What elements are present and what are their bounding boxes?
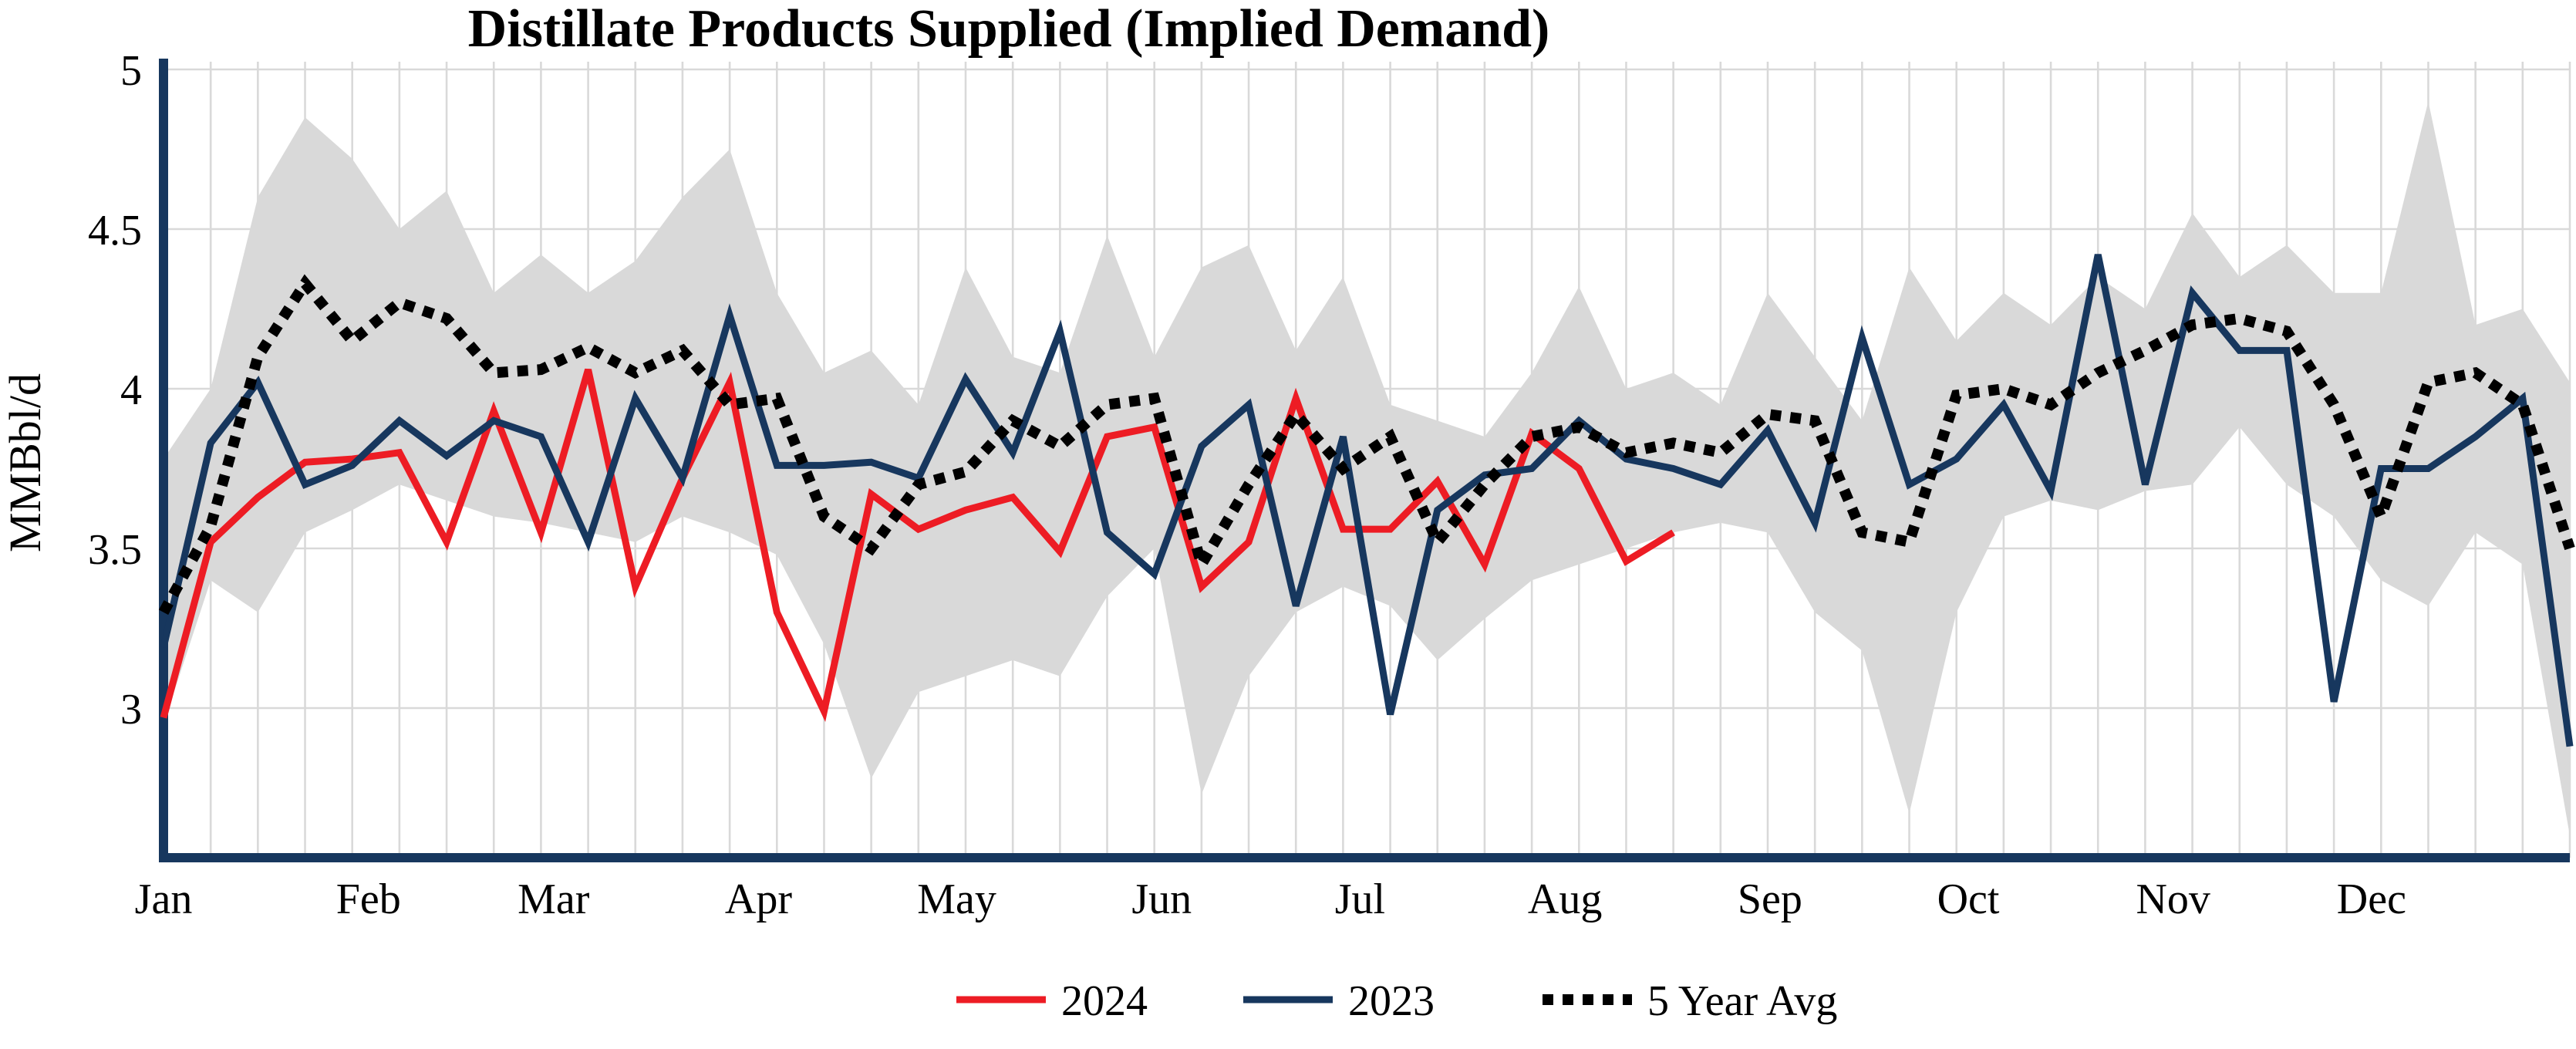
series-line-5-year-avg xyxy=(158,274,2575,616)
x-tick-label-apr: Apr xyxy=(725,875,792,923)
series-lines xyxy=(158,254,2575,747)
x-tick-label-oct: Oct xyxy=(1937,875,2000,923)
y-axis-title: MMBbl/d xyxy=(0,373,50,552)
x-tick-label-feb: Feb xyxy=(336,875,401,923)
chart-title: Distillate Products Supplied (Implied De… xyxy=(468,0,1550,59)
x-tick-label-nov: Nov xyxy=(2136,875,2210,923)
x-tick-label-jul: Jul xyxy=(1335,875,1385,923)
legend-label-2024: 2024 xyxy=(1061,977,1148,1025)
x-tick-label-sep: Sep xyxy=(1738,875,1802,923)
y-tick-label: 3.5 xyxy=(88,526,142,574)
y-tick-label: 4.5 xyxy=(88,207,142,255)
y-tick-label: 5 xyxy=(120,47,142,95)
five-year-range-band-layer xyxy=(164,101,2570,836)
legend-label-5-year-avg: 5 Year Avg xyxy=(1647,977,1837,1025)
x-tick-label-may: May xyxy=(917,875,996,923)
x-tick-label-mar: Mar xyxy=(518,875,590,923)
y-tick-label: 4 xyxy=(120,366,142,414)
axis-tick-labels: 3 3.5 4 4.5 5 Jan Feb Mar Apr May Jun Jul Aug Sep Oct N… xyxy=(88,47,2406,923)
x-tick-label-aug: Aug xyxy=(1528,875,1602,923)
series-line-2023 xyxy=(160,254,2574,747)
x-tick-label-dec: Dec xyxy=(2337,875,2406,923)
x-tick-label-jun: Jun xyxy=(1131,875,1192,923)
series-line-2024 xyxy=(160,368,1675,722)
five-year-range-band xyxy=(164,101,2570,836)
axes xyxy=(159,59,2570,862)
x-tick-label-jan: Jan xyxy=(135,875,193,923)
legend-label-2023: 2023 xyxy=(1348,977,1435,1025)
legend: 2024 2023 5 Year Avg xyxy=(956,977,1837,1025)
y-tick-label: 3 xyxy=(120,686,142,734)
